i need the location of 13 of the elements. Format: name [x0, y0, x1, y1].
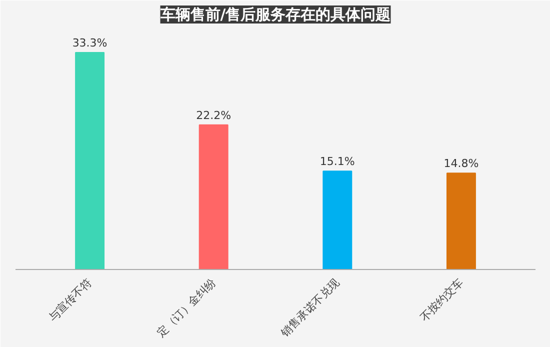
x-tick-label: 销售承诺不兑现 — [278, 276, 342, 340]
x-tick-label: 定（订）金纠纷 — [154, 276, 218, 340]
x-tick-label: 与宣传不符 — [46, 276, 94, 324]
data-label: 14.8% — [444, 157, 479, 170]
data-label: 15.1% — [320, 155, 355, 168]
x-tick-label: 不按约交车 — [418, 276, 466, 324]
bar — [446, 172, 476, 270]
data-label: 22.2% — [196, 108, 232, 122]
bar — [75, 52, 105, 270]
bar — [322, 170, 352, 270]
bar — [198, 124, 228, 270]
chart-title: 车辆售前/售后服务存在的具体问题 — [159, 6, 391, 24]
data-label: 33.3% — [72, 36, 108, 50]
